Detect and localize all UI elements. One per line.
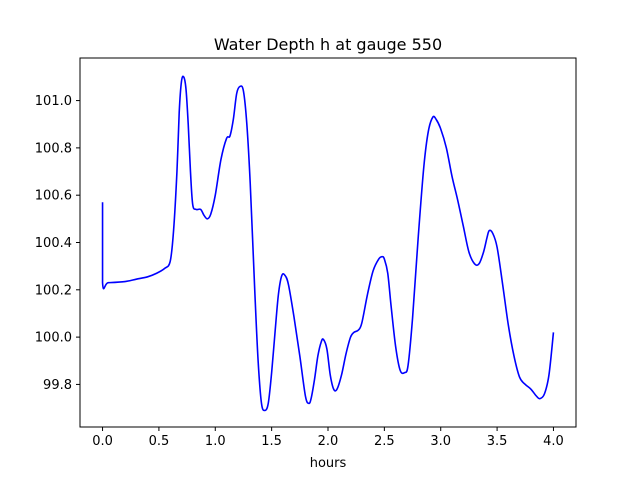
x-tick-label: 3.5 [487, 434, 508, 449]
y-tick-label: 100.2 [35, 283, 72, 298]
series-line-0 [101, 75, 555, 412]
x-tick-label: 4.0 [543, 434, 564, 449]
x-tick-label: 2.0 [318, 434, 339, 449]
y-tick-label: 100.8 [35, 141, 72, 156]
series-layer [101, 75, 555, 412]
x-axis-label: hours [310, 456, 347, 471]
x-axis: 0.0 0.5 1.0 1.5 2.0 2.5 3.0 3.5 4.0 [92, 427, 564, 449]
x-tick-label: 3.0 [430, 434, 451, 449]
x-tick-label: 0.5 [149, 434, 170, 449]
y-axis: 99.8 100.0 100.2 100.4 100.6 100.8 101.0 [35, 94, 80, 393]
y-tick-label: 100.6 [35, 189, 72, 204]
y-tick-label: 100.0 [35, 331, 72, 346]
x-tick-label: 2.5 [374, 434, 395, 449]
x-tick-label: 1.5 [261, 434, 282, 449]
x-tick-label: 0.0 [92, 434, 113, 449]
plot-frame [79, 57, 577, 428]
y-tick-label: 101.0 [35, 94, 72, 109]
y-tick-label: 99.8 [43, 378, 72, 393]
chart-title: Water Depth h at gauge 550 [214, 35, 442, 54]
x-tick-label: 1.0 [205, 434, 226, 449]
y-tick-label: 100.4 [35, 236, 72, 251]
